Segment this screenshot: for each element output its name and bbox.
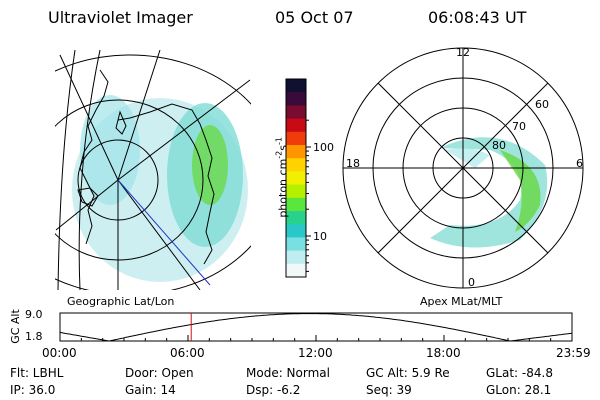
colorbar-segment (286, 158, 306, 172)
colorbar-segment (286, 145, 306, 159)
gc-alt-status: GC Alt: 5.9 Re (366, 366, 450, 380)
meridian-line (59, 54, 119, 181)
altitude-xticks (59, 335, 573, 341)
meridian-line (55, 179, 119, 231)
xtick-0000: 00:00 (42, 346, 77, 360)
instrument-title: Ultraviolet Imager (48, 8, 193, 27)
gain-status: Gain: 14 (125, 383, 176, 397)
colorbar-segment (286, 184, 306, 199)
filter-status: Flt: LBHL (10, 366, 64, 380)
meridian-line (57, 50, 76, 290)
altitude-curve (59, 313, 573, 342)
lat-label-80: 80 (492, 139, 506, 152)
mlt-label-18: 18 (346, 157, 360, 170)
island-outline (115, 110, 127, 135)
colorbar-segment (286, 263, 306, 278)
latitude-circle-outer (55, 54, 251, 290)
island-outline (77, 187, 99, 207)
colorbar-segment (286, 237, 306, 252)
altitude-ylabel: GC Alt (8, 309, 22, 344)
colorbar (286, 79, 306, 278)
time-label: 06:08:43 UT (428, 8, 527, 27)
seq-status: Seq: 39 (366, 383, 412, 397)
mlt-label-0: 0 (468, 276, 475, 289)
altitude-plot (59, 312, 573, 342)
polar-map (342, 47, 584, 289)
colorbar-tick-label: 10 (313, 230, 327, 243)
ip-status: IP: 36.0 (10, 383, 56, 397)
xtick-2359: 23:59 (556, 346, 591, 360)
xtick-0600: 06:00 (170, 346, 205, 360)
colorbar-tick-label: 100 (313, 141, 334, 154)
colorbar-segment (286, 92, 306, 106)
glon-status: GLon: 28.1 (486, 383, 552, 397)
colorbar-segment (286, 211, 306, 225)
colorbar-segment (286, 105, 306, 120)
geographic-map-label: Geographic Lat/Lon (67, 295, 175, 308)
xtick-1200: 12:00 (298, 346, 333, 360)
colorbar-segment (286, 224, 306, 238)
meridian-line (117, 179, 201, 290)
colorbar-segment (286, 79, 306, 93)
colorbar-segment (286, 131, 306, 146)
mlt-label-6: 6 (576, 157, 583, 170)
xtick-1800: 18:00 (426, 346, 461, 360)
glat-status: GLat: -84.8 (486, 366, 553, 380)
colorbar-segment (286, 118, 306, 133)
meridian-line (117, 79, 251, 181)
mode-status: Mode: Normal (246, 366, 330, 380)
coastline (117, 103, 215, 265)
colorbar-frame (285, 78, 307, 278)
colorbar-segment (286, 171, 306, 186)
polar-map-label: Apex MLat/MLT (420, 295, 503, 308)
mlt-label-12: 12 (456, 46, 470, 59)
meridian-line (78, 50, 101, 290)
geographic-map (55, 50, 251, 290)
dsp-status: Dsp: -6.2 (246, 383, 301, 397)
altitude-ymax: 9.0 (25, 308, 43, 321)
polar-aurora-inner (445, 148, 490, 168)
altitude-ymin: 1.8 (25, 330, 43, 343)
colorbar-ticks: 100 10 (306, 119, 334, 272)
colorbar-segment (286, 250, 306, 265)
lat-label-70: 70 (512, 120, 526, 133)
coastline (79, 69, 109, 245)
colorbar-unit-label: photon cm-2s-1 (274, 137, 290, 218)
door-status: Door: Open (125, 366, 194, 380)
polar-aurora-peak (500, 150, 541, 232)
mlt-line-diagonal (377, 82, 549, 254)
date-label: 05 Oct 07 (275, 8, 354, 27)
terminator-line (117, 179, 211, 286)
lat-label-60: 60 (535, 98, 549, 111)
colorbar-segment (286, 197, 306, 212)
